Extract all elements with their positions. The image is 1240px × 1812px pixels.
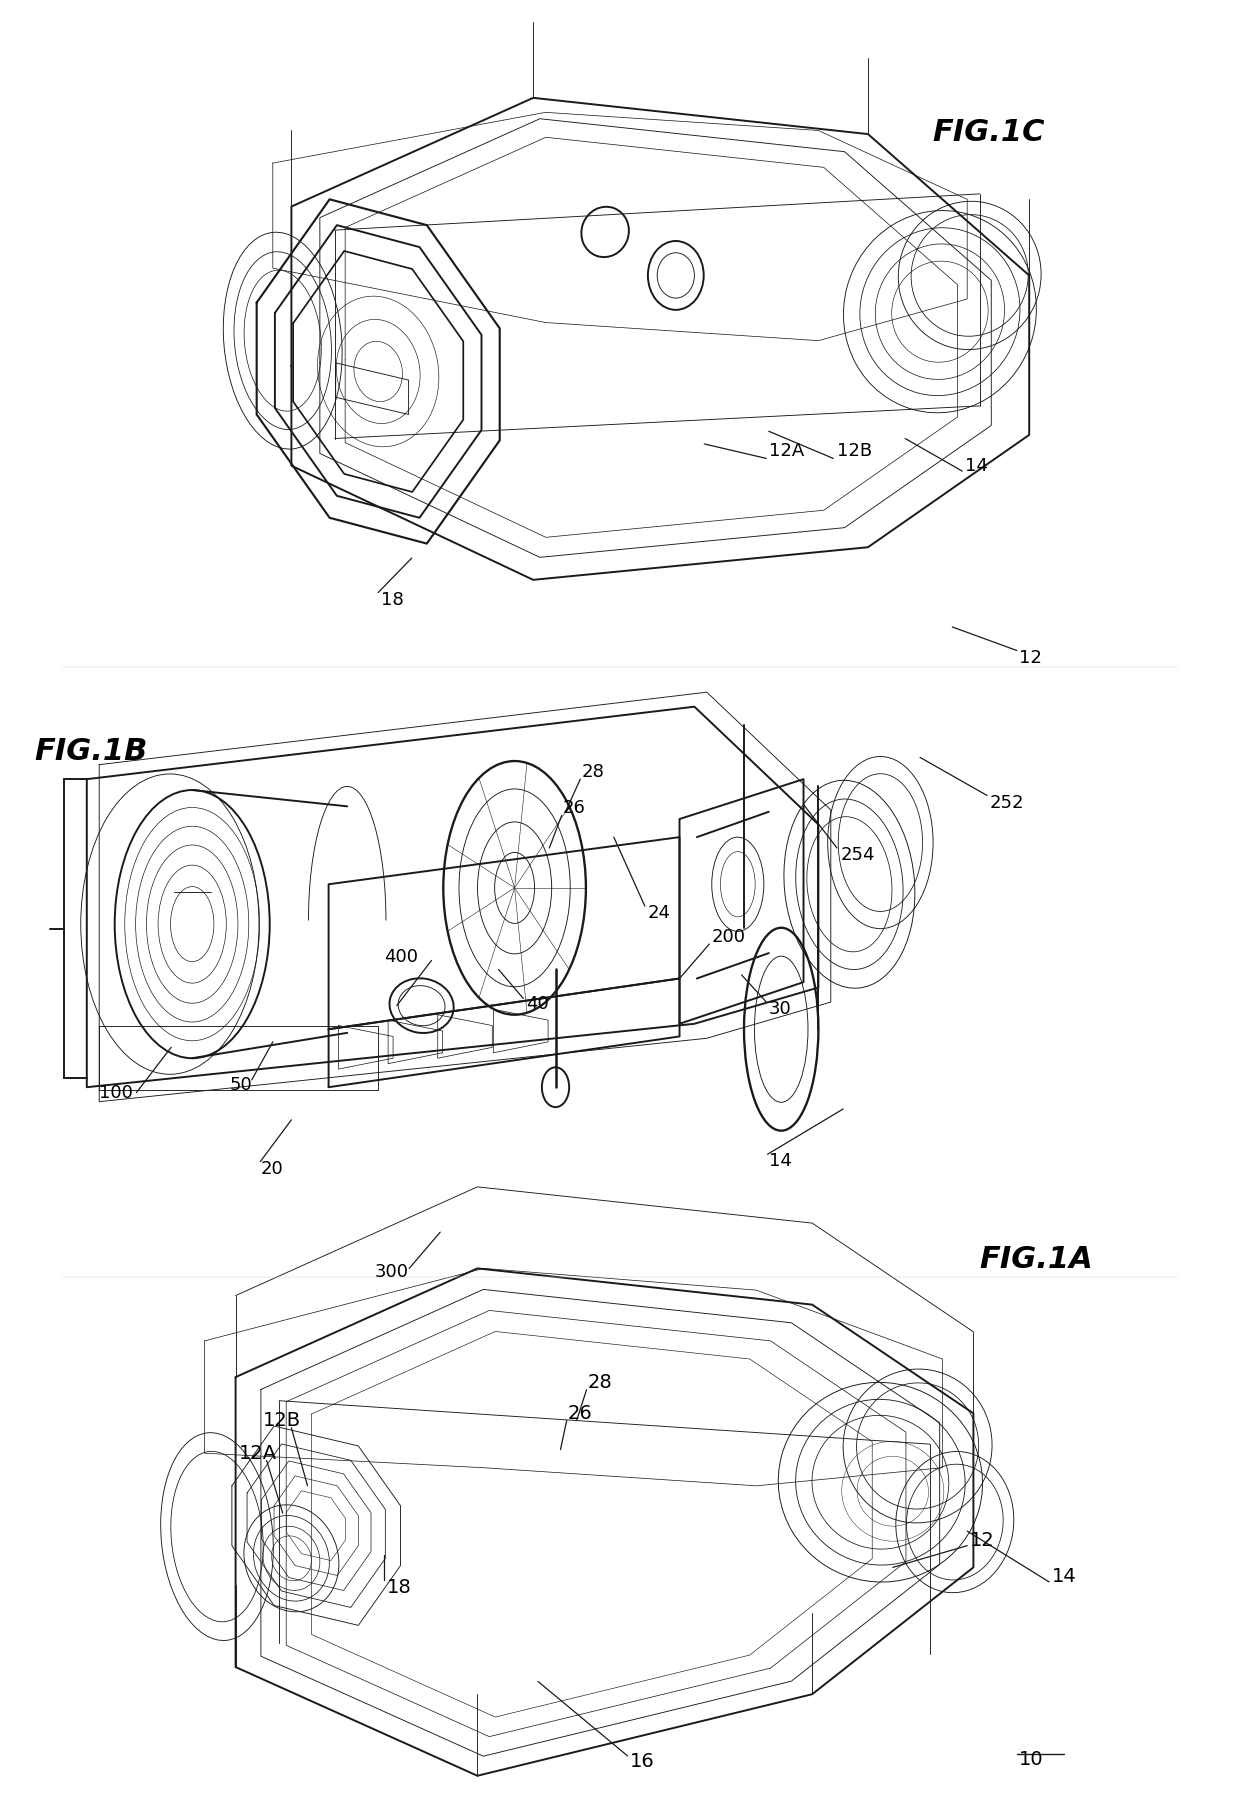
Text: 12B: 12B	[263, 1412, 301, 1430]
Text: 26: 26	[563, 799, 585, 817]
Text: 28: 28	[588, 1373, 613, 1392]
Text: 16: 16	[630, 1752, 655, 1770]
Text: 12A: 12A	[239, 1444, 278, 1462]
Text: 14: 14	[965, 457, 987, 475]
Text: 26: 26	[568, 1404, 593, 1422]
Text: 20: 20	[260, 1160, 283, 1178]
Text: 12A: 12A	[769, 442, 804, 460]
Text: 50: 50	[229, 1076, 252, 1094]
Text: 18: 18	[387, 1578, 412, 1596]
Text: 400: 400	[384, 948, 418, 966]
Text: 14: 14	[1052, 1567, 1076, 1586]
Text: 28: 28	[582, 763, 604, 781]
Text: FIG.1C: FIG.1C	[932, 118, 1045, 147]
Text: 30: 30	[769, 1000, 791, 1018]
Text: 12B: 12B	[837, 442, 872, 460]
Text: FIG.1B: FIG.1B	[35, 737, 148, 766]
Text: 40: 40	[526, 995, 548, 1013]
Text: 100: 100	[99, 1084, 133, 1102]
Text: FIG.1A: FIG.1A	[980, 1245, 1094, 1274]
Text: 10: 10	[1019, 1750, 1044, 1769]
Text: 18: 18	[381, 591, 403, 609]
Text: 12: 12	[970, 1531, 994, 1549]
Text: 12: 12	[1019, 649, 1042, 667]
Text: 200: 200	[712, 928, 745, 946]
Text: 252: 252	[990, 794, 1024, 812]
Text: 24: 24	[647, 904, 671, 922]
Text: 300: 300	[374, 1263, 408, 1281]
Text: 254: 254	[841, 846, 875, 864]
Text: 14: 14	[769, 1152, 791, 1171]
